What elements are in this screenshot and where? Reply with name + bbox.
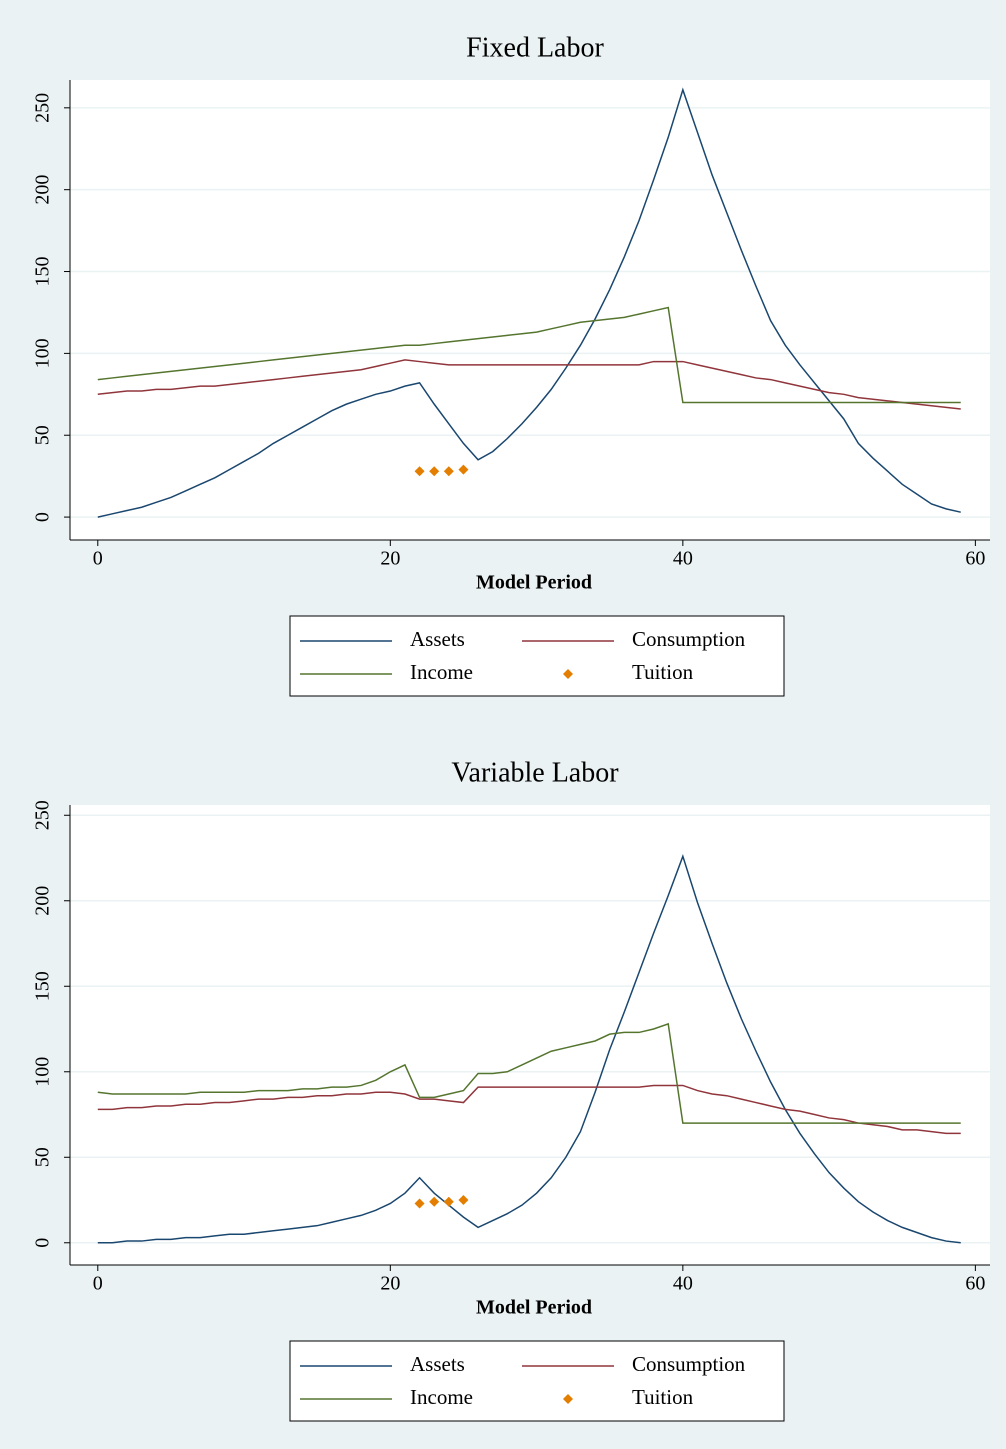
legend-label: Income: [410, 1385, 473, 1409]
line: [97, 87, 961, 518]
x-axis-label: Model Period: [476, 1297, 592, 1319]
plot-area: [70, 80, 990, 540]
scatter-point: [458, 464, 469, 475]
y-tick-label: 50: [32, 425, 54, 445]
x-tick-label: 60: [965, 548, 985, 570]
panel: Fixed Labor 0 50 100 150 200 250 0 20 40 60 Model P…: [32, 32, 990, 697]
scatter-point: [414, 1198, 425, 1209]
scatter-point: [443, 466, 454, 477]
legend-label: Assets: [410, 1352, 465, 1376]
legend-label: Consumption: [632, 1352, 746, 1376]
x-tick-label: 0: [93, 548, 103, 570]
legend-label: Tuition: [632, 660, 694, 684]
x-tick-label: 20: [380, 548, 400, 570]
legend: Assets Consumption Income Tuition: [289, 615, 785, 697]
scatter-point: [414, 466, 425, 477]
line: [97, 306, 961, 404]
line: [97, 359, 961, 410]
legend: Assets Consumption Income Tuition: [289, 1340, 785, 1422]
y-tick-label: 100: [32, 1057, 54, 1087]
legend-label: Assets: [410, 627, 465, 651]
x-tick-label: 40: [673, 1273, 693, 1295]
y-tick-label: 100: [32, 338, 54, 368]
scatter-point: [458, 1195, 469, 1206]
x-axis-label: Model Period: [476, 572, 592, 594]
line: [97, 1084, 961, 1135]
y-tick-label: 250: [32, 93, 54, 123]
chart-title: Variable Labor: [451, 757, 619, 788]
scatter-point: [429, 1196, 440, 1207]
y-tick-label: 0: [32, 512, 54, 522]
legend-box: [289, 1340, 785, 1422]
y-tick-label: 0: [32, 1238, 54, 1248]
chart-title: Fixed Labor: [466, 32, 604, 63]
legend-key: [563, 669, 573, 679]
plot-area: [70, 805, 990, 1265]
x-tick-label: 0: [93, 1273, 103, 1295]
y-tick-label: 50: [32, 1147, 54, 1167]
x-tick-label: 60: [965, 1273, 985, 1295]
y-tick-label: 150: [32, 257, 54, 287]
y-tick-label: 150: [32, 971, 54, 1001]
legend-label: Consumption: [632, 627, 746, 651]
legend-key: [563, 1394, 573, 1404]
x-tick-label: 40: [673, 548, 693, 570]
scatter-point: [429, 466, 440, 477]
legend-label: Income: [410, 660, 473, 684]
legend-box: [289, 615, 785, 697]
panel: Variable Labor 0 50 100 150 200 250 0 20 40 60 Mode…: [32, 757, 990, 1422]
line: [97, 1022, 961, 1124]
legend-label: Tuition: [632, 1385, 694, 1409]
scatter-point: [443, 1196, 454, 1207]
y-tick-label: 200: [32, 175, 54, 205]
x-tick-label: 20: [380, 1273, 400, 1295]
y-tick-label: 200: [32, 886, 54, 916]
y-tick-label: 250: [32, 800, 54, 830]
line: [97, 853, 961, 1244]
